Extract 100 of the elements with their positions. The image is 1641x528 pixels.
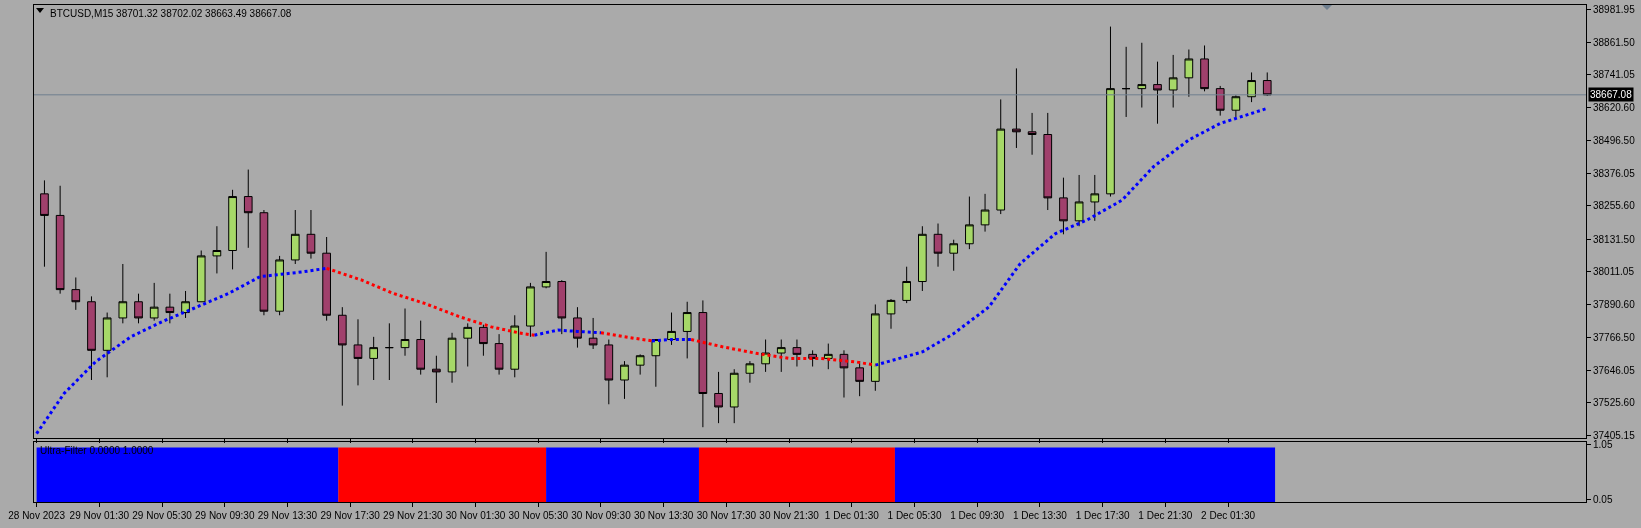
candlestick bbox=[196, 250, 206, 303]
candlestick bbox=[165, 293, 175, 324]
candlestick bbox=[729, 368, 739, 424]
candlestick bbox=[385, 322, 394, 381]
candlestick bbox=[322, 236, 331, 322]
candlestick bbox=[306, 209, 316, 260]
candlestick bbox=[620, 360, 629, 400]
candlestick bbox=[510, 314, 520, 378]
candlestick bbox=[1168, 54, 1178, 109]
x-tick-label: 1 Dec 21:30 bbox=[1138, 510, 1193, 521]
candlestick bbox=[1231, 94, 1241, 118]
candlestick bbox=[996, 98, 1006, 215]
candlestick bbox=[1090, 174, 1100, 222]
chart-title: Ultra-Filter 0.0000 1.0000 bbox=[40, 445, 154, 456]
candlestick bbox=[1262, 71, 1272, 97]
candlestick bbox=[792, 339, 802, 368]
x-tick-label: 29 Nov 05:30 bbox=[132, 510, 193, 521]
y-tick-label: 38376.05 bbox=[1593, 167, 1636, 179]
candlestick bbox=[526, 282, 535, 338]
y-tick-label: 38011.05 bbox=[1593, 266, 1635, 278]
candlestick bbox=[40, 179, 49, 268]
candlestick bbox=[933, 223, 943, 268]
candlestick bbox=[1200, 44, 1209, 92]
x-tick-label: 29 Nov 09:30 bbox=[194, 510, 255, 521]
x-tick-label: 1 Dec 05:30 bbox=[887, 510, 942, 521]
candlestick bbox=[400, 308, 410, 357]
candlestick bbox=[337, 306, 347, 407]
y-tick-label: 37890.60 bbox=[1593, 298, 1636, 310]
candlestick bbox=[102, 312, 112, 378]
candlestick bbox=[494, 333, 504, 376]
x-tick-label: 28 Nov 2023 bbox=[8, 510, 66, 521]
y-tick-label: 37405.15 bbox=[1593, 429, 1636, 441]
candlestick bbox=[259, 209, 269, 316]
x-tick-label: 29 Nov 21:30 bbox=[383, 510, 444, 521]
candlestick bbox=[212, 225, 222, 274]
candlestick bbox=[1059, 177, 1068, 235]
y-tick-label: 37646.05 bbox=[1593, 364, 1636, 376]
x-tick-label: 1 Dec 01:30 bbox=[824, 510, 880, 521]
y-tick-label: 38981.95 bbox=[1593, 4, 1636, 16]
candlestick bbox=[463, 322, 473, 368]
x-tick-label: 1 Dec 09:30 bbox=[950, 510, 1005, 521]
y-tick-label: 38861.50 bbox=[1593, 36, 1636, 48]
candlestick bbox=[635, 353, 645, 376]
candlestick bbox=[1121, 46, 1131, 118]
candlestick bbox=[1106, 26, 1115, 198]
candlestick bbox=[918, 225, 927, 292]
candlestick bbox=[541, 251, 551, 289]
candlestick bbox=[447, 332, 457, 384]
y-tick-label: 37766.50 bbox=[1593, 332, 1636, 344]
candlestick bbox=[479, 324, 488, 357]
candlestick bbox=[243, 169, 253, 249]
candlestick bbox=[965, 196, 974, 250]
candlestick bbox=[416, 320, 426, 376]
candlestick bbox=[604, 339, 614, 405]
candlestick bbox=[949, 239, 959, 272]
candlestick bbox=[1184, 49, 1194, 98]
chart-title: BTCUSD,M15 38701.32 38702.02 38663.49 38667.08 bbox=[50, 8, 292, 19]
candlestick bbox=[573, 306, 582, 349]
x-tick-label: 29 Nov 01:30 bbox=[69, 510, 130, 521]
x-tick-label: 29 Nov 13:30 bbox=[257, 510, 318, 521]
candlestick bbox=[432, 355, 441, 404]
candlestick bbox=[902, 266, 912, 304]
candlestick bbox=[698, 299, 708, 428]
y-tick-label: 38131.50 bbox=[1593, 233, 1636, 245]
candlestick bbox=[55, 185, 65, 295]
candlestick bbox=[353, 318, 363, 386]
x-tick-label: 30 Nov 13:30 bbox=[633, 510, 694, 521]
candlestick bbox=[1027, 112, 1037, 156]
ref-line-label: 38667.08 bbox=[1590, 89, 1633, 100]
candlestick bbox=[980, 193, 990, 233]
candlestick bbox=[1153, 61, 1162, 125]
x-tick-label: 1 Dec 13:30 bbox=[1012, 510, 1068, 521]
candlestick bbox=[149, 282, 159, 322]
candlestick bbox=[369, 336, 378, 381]
x-tick-label: 30 Nov 01:30 bbox=[445, 510, 506, 521]
candlestick bbox=[71, 276, 81, 311]
y-tick-label: 0.05 bbox=[1593, 493, 1613, 505]
candlestick bbox=[714, 371, 723, 424]
candlestick bbox=[745, 360, 755, 384]
x-tick-label: 30 Nov 05:30 bbox=[508, 510, 569, 521]
candlestick bbox=[776, 339, 786, 373]
y-tick-label: 37525.60 bbox=[1593, 397, 1636, 409]
y-tick-label: 38620.60 bbox=[1593, 101, 1636, 113]
candlestick bbox=[87, 295, 96, 381]
y-tick-label: 38496.50 bbox=[1593, 135, 1636, 147]
candlestick bbox=[651, 339, 661, 388]
candlestick bbox=[228, 189, 237, 270]
y-tick-label: 1.05 bbox=[1593, 439, 1613, 451]
candlestick bbox=[667, 312, 676, 346]
x-tick-label: 30 Nov 09:30 bbox=[571, 510, 632, 521]
candlestick bbox=[134, 293, 143, 324]
candlestick bbox=[275, 255, 284, 316]
x-tick-label: 30 Nov 21:30 bbox=[759, 510, 820, 521]
candlestick bbox=[682, 301, 692, 359]
candlestick bbox=[1043, 112, 1053, 211]
candlestick bbox=[1247, 71, 1256, 103]
candlestick bbox=[886, 298, 896, 330]
candlestick bbox=[290, 209, 300, 265]
candlestick bbox=[557, 279, 567, 335]
candlestick bbox=[1012, 67, 1021, 149]
